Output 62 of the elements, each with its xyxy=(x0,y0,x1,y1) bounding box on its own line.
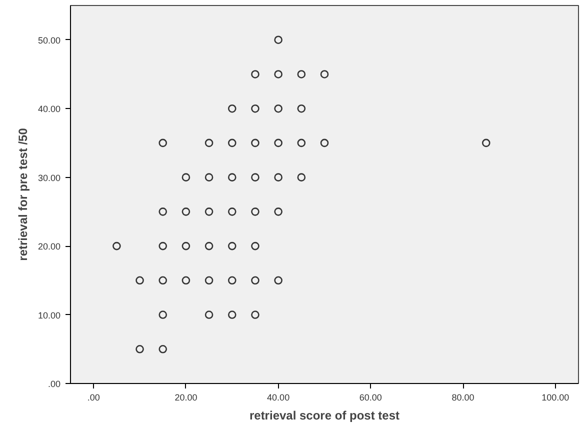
x-tick-label: 100.00 xyxy=(542,392,570,402)
point xyxy=(251,242,260,250)
point xyxy=(228,276,236,285)
x-tick-label: 80.00 xyxy=(452,392,474,402)
x-tick-label: 60.00 xyxy=(359,392,382,402)
point xyxy=(251,208,260,216)
point xyxy=(136,344,144,354)
point xyxy=(204,208,214,216)
point xyxy=(228,310,236,319)
point xyxy=(228,104,236,113)
point xyxy=(204,310,214,319)
y-tick-label: 20.00 xyxy=(38,242,61,252)
point xyxy=(274,173,282,182)
point xyxy=(274,276,282,285)
point xyxy=(297,70,306,78)
y-axis-title: retrieval for pre test /50 xyxy=(16,128,30,261)
x-axis-title: retrieval score of post test xyxy=(249,408,400,422)
x-tick-label: .00 xyxy=(87,392,100,402)
point xyxy=(320,70,329,78)
point xyxy=(251,138,260,148)
point xyxy=(204,276,214,285)
point xyxy=(158,310,168,319)
point xyxy=(204,138,214,148)
point xyxy=(112,242,121,250)
point xyxy=(158,138,168,148)
point xyxy=(251,276,260,285)
y-tick-label: 30.00 xyxy=(38,172,61,183)
y-tick-label: 50.00 xyxy=(38,35,61,46)
point xyxy=(297,173,306,182)
point xyxy=(274,70,282,78)
y-tick-label: 10.00 xyxy=(38,310,61,320)
point xyxy=(158,242,168,250)
point xyxy=(274,138,282,148)
point xyxy=(204,242,214,250)
y-tick-label: .00 xyxy=(48,379,61,389)
point xyxy=(228,173,236,182)
point xyxy=(182,242,190,250)
point xyxy=(274,36,282,44)
y-tick-label: 40.00 xyxy=(38,104,61,114)
point xyxy=(297,104,306,113)
point xyxy=(274,208,282,216)
point xyxy=(251,70,260,78)
point xyxy=(158,208,168,216)
x-tick-label: 20.00 xyxy=(174,392,198,402)
point xyxy=(482,138,490,148)
point xyxy=(158,344,168,354)
point xyxy=(251,173,260,182)
point xyxy=(228,208,236,216)
point xyxy=(204,173,214,182)
point xyxy=(182,276,190,285)
point xyxy=(251,104,260,113)
point xyxy=(182,208,190,216)
point xyxy=(228,242,236,250)
point xyxy=(228,138,236,148)
point xyxy=(274,104,282,113)
point xyxy=(136,276,144,285)
point xyxy=(297,138,306,148)
point xyxy=(251,310,260,319)
x-tick-label: 40.00 xyxy=(267,392,290,402)
point xyxy=(182,173,190,182)
point xyxy=(158,276,168,285)
point xyxy=(320,138,329,148)
